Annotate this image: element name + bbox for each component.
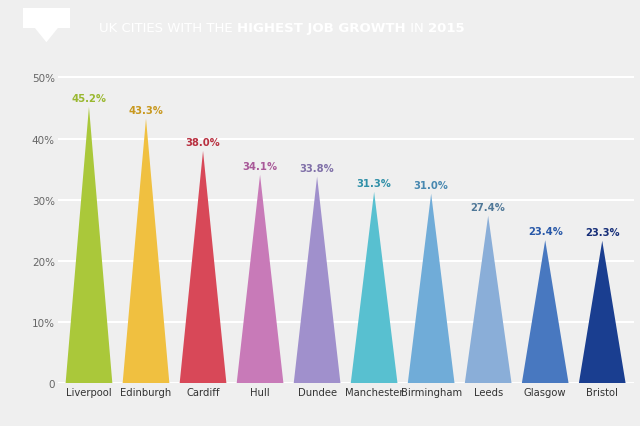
Text: 38.0%: 38.0%	[186, 138, 220, 148]
Polygon shape	[23, 9, 70, 29]
Text: 43.3%: 43.3%	[129, 106, 163, 115]
Text: HIGHEST JOB GROWTH: HIGHEST JOB GROWTH	[237, 22, 406, 35]
Text: 45.2%: 45.2%	[72, 94, 106, 104]
Text: UK CITIES WITH THE: UK CITIES WITH THE	[99, 22, 237, 35]
Text: 23.3%: 23.3%	[585, 227, 620, 238]
Text: 33.8%: 33.8%	[300, 164, 335, 173]
Text: 34.1%: 34.1%	[243, 161, 278, 172]
Polygon shape	[33, 26, 60, 43]
Text: 23.4%: 23.4%	[528, 227, 563, 237]
Text: 31.3%: 31.3%	[356, 179, 392, 189]
Text: 31.0%: 31.0%	[413, 181, 449, 190]
Text: 2015: 2015	[428, 22, 465, 35]
Text: IN: IN	[406, 22, 428, 35]
Text: 27.4%: 27.4%	[471, 202, 506, 213]
